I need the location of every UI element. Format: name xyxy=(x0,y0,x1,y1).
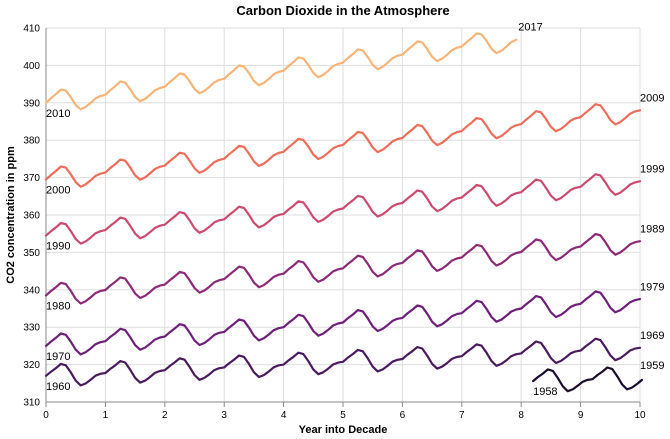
x-tick-label: 5 xyxy=(340,410,346,421)
y-tick-label: 370 xyxy=(23,173,40,184)
decade-start-label: 1970 xyxy=(46,351,70,363)
x-tick-label: 10 xyxy=(634,410,646,421)
series-line-1990s xyxy=(44,173,642,245)
series-line-1970s xyxy=(44,290,642,356)
y-tick-label: 400 xyxy=(23,61,40,72)
y-tick-label: 360 xyxy=(23,211,40,222)
decade-start-label: 2010 xyxy=(46,108,70,120)
x-tick-label: 0 xyxy=(43,410,49,421)
y-tick-label: 390 xyxy=(23,98,40,109)
y-tick-label: 350 xyxy=(23,248,40,259)
decade-end-label: 1999 xyxy=(640,164,664,176)
decade-start-label: 1960 xyxy=(46,381,70,393)
decade-start-label: 1958 xyxy=(533,386,557,398)
series-line-1960s xyxy=(44,337,642,387)
y-tick-label: 340 xyxy=(23,285,40,296)
y-axis-title: CO2 concentration in ppm xyxy=(5,146,17,284)
axes: 310 320 330 340 350 360 370 380 390 400 410 0 1 2 3 4 5 6… xyxy=(23,24,646,422)
y-tick-label: 380 xyxy=(23,136,40,147)
y-tick-label: 410 xyxy=(23,24,40,35)
x-tick-label: 7 xyxy=(459,410,465,421)
decade-end-label: 1969 xyxy=(640,330,664,342)
y-tick-label: 320 xyxy=(23,360,40,371)
series-line-2000s xyxy=(44,103,642,188)
series-line-1950s xyxy=(531,366,644,393)
x-tick-label: 2 xyxy=(162,410,168,421)
series-lines xyxy=(44,32,644,393)
decade-start-label: 1980 xyxy=(46,300,70,312)
decade-end-label: 2009 xyxy=(640,93,664,105)
series-line-2010s xyxy=(44,32,518,111)
decade-end-label: 2017 xyxy=(518,21,542,33)
decade-start-label: 1990 xyxy=(46,241,70,253)
decade-end-label: 1979 xyxy=(640,281,664,293)
x-tick-label: 1 xyxy=(103,410,109,421)
series-line-1980s xyxy=(44,232,642,305)
decade-end-label: 1959 xyxy=(640,360,664,372)
x-tick-label: 3 xyxy=(221,410,227,421)
x-tick-label: 6 xyxy=(400,410,406,421)
x-axis-title: Year into Decade xyxy=(299,424,388,436)
y-tick-label: 310 xyxy=(23,398,40,409)
y-tick-label: 330 xyxy=(23,323,40,334)
chart-title: Carbon Dioxide in the Atmosphere xyxy=(236,3,449,18)
x-tick-label: 8 xyxy=(518,410,524,421)
decade-end-label: 1989 xyxy=(640,223,664,235)
x-tick-label: 4 xyxy=(281,410,287,421)
decade-start-label: 2000 xyxy=(46,184,70,196)
x-tick-label: 9 xyxy=(578,410,584,421)
decade-labels: 1958 1959 1960 1969 1970 1979 1980 1989 1990 1999… xyxy=(46,21,664,398)
